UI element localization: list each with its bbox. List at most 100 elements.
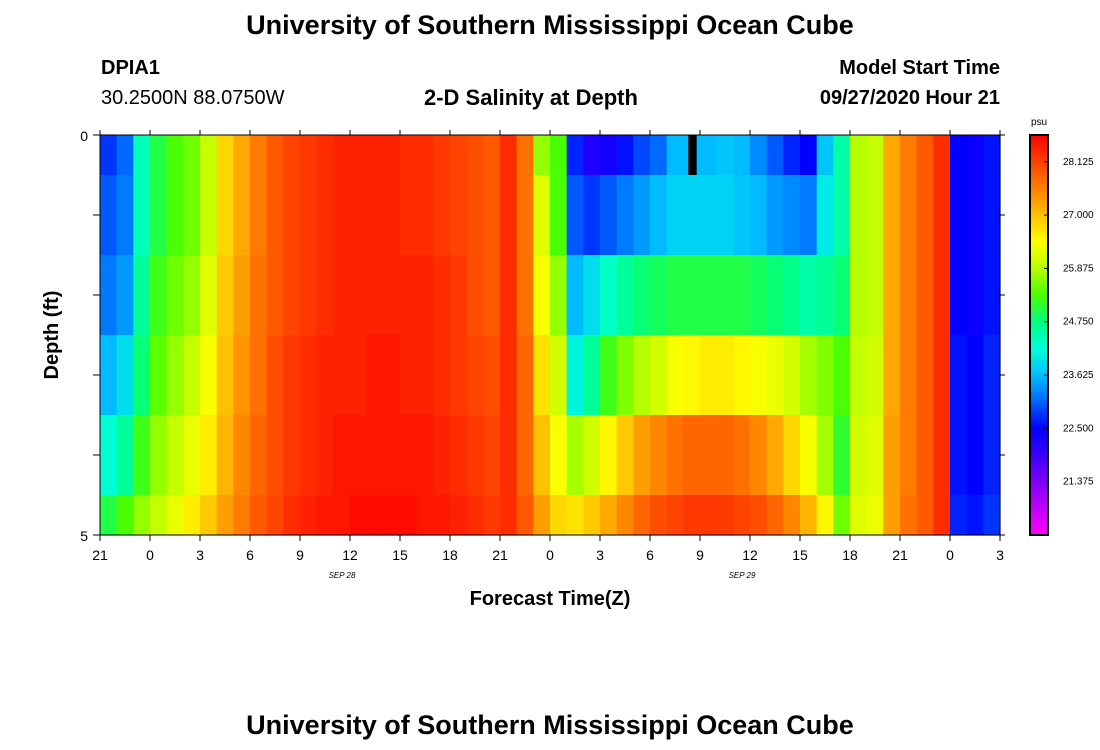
heatmap-cell — [316, 495, 334, 536]
heatmap-cell — [183, 495, 201, 536]
x-tick-label: 21 — [892, 547, 908, 563]
heatmap-cell — [116, 495, 134, 536]
heatmap-cell — [550, 335, 568, 416]
heatmap-cell — [616, 175, 634, 256]
x-tick-label: 15 — [792, 547, 808, 563]
heatmap-cell — [700, 135, 718, 176]
heatmap-cell — [783, 255, 801, 336]
heatmap-cell — [183, 415, 201, 496]
heatmap-cell — [800, 135, 818, 176]
heatmap-cell — [150, 135, 168, 176]
heatmap-cell — [266, 255, 284, 336]
heatmap-cell — [666, 175, 684, 256]
x-tick-label: 15 — [392, 547, 408, 563]
colorbar-tick-label: 25.875 — [1063, 263, 1094, 274]
heatmap-cell — [300, 415, 318, 496]
heatmap-cell — [866, 415, 884, 496]
heatmap-cell — [500, 335, 518, 416]
heatmap-cell — [716, 495, 734, 536]
x-tick-label: 18 — [842, 547, 858, 563]
colorbar-tick-label: 24.750 — [1063, 317, 1094, 328]
heatmap-cell — [333, 415, 351, 496]
heatmap-cell — [650, 135, 668, 176]
heatmap-cell — [466, 495, 484, 536]
heatmap-cell — [900, 335, 918, 416]
heatmap-cell — [883, 135, 901, 176]
heatmap-cell — [933, 415, 951, 496]
heatmap-cell — [466, 135, 484, 176]
heatmap-cell — [533, 135, 551, 176]
heatmap-cell — [433, 495, 451, 536]
heatmap-cell — [850, 255, 868, 336]
heatmap-cell — [516, 175, 534, 256]
heatmap-cell — [416, 335, 434, 416]
heatmap-cell — [233, 415, 251, 496]
heatmap-cell — [933, 135, 951, 176]
heatmap-cell — [483, 255, 501, 336]
heatmap-cell — [366, 415, 384, 496]
heatmap-cell — [500, 175, 518, 256]
heatmap-cell — [583, 255, 601, 336]
heatmap-cell — [783, 175, 801, 256]
heatmap-cells — [100, 135, 1001, 536]
heatmap-cell — [883, 175, 901, 256]
heatmap-cell — [233, 175, 251, 256]
heatmap-cell — [533, 255, 551, 336]
heatmap-cell — [400, 255, 418, 336]
heatmap-cell — [200, 255, 218, 336]
heatmap-cell — [633, 135, 651, 176]
heatmap-cell — [100, 495, 118, 536]
heatmap-cell — [183, 335, 201, 416]
heatmap-cell — [266, 135, 284, 176]
heatmap-cell — [783, 415, 801, 496]
heatmap-cell — [433, 135, 451, 176]
heatmap-cell — [300, 175, 318, 256]
heatmap-cell — [200, 335, 218, 416]
heatmap-cell — [450, 415, 468, 496]
heatmap-cell — [316, 415, 334, 496]
heatmap-cell — [666, 135, 684, 176]
heatmap-cell — [150, 255, 168, 336]
heatmap-cell — [400, 175, 418, 256]
heatmap-cell — [400, 495, 418, 536]
heatmap-cell — [833, 255, 851, 336]
heatmap-cell — [633, 255, 651, 336]
heatmap-cell — [483, 175, 501, 256]
heatmap-cell — [883, 495, 901, 536]
heatmap-cell — [316, 175, 334, 256]
heatmap-cell — [100, 335, 118, 416]
heatmap-cell — [733, 175, 751, 256]
heatmap-cell — [316, 335, 334, 416]
heatmap-cell — [900, 255, 918, 336]
heatmap-cell — [166, 495, 184, 536]
heatmap-cell — [766, 335, 784, 416]
heatmap-cell — [166, 415, 184, 496]
heatmap-cell — [166, 175, 184, 256]
heatmap-cell — [266, 175, 284, 256]
heatmap-cell — [850, 135, 868, 176]
heatmap-cell — [516, 255, 534, 336]
heatmap-cell — [150, 175, 168, 256]
heatmap-cell — [466, 415, 484, 496]
heatmap-cell — [216, 415, 234, 496]
heatmap-cell — [900, 135, 918, 176]
heatmap-cell — [116, 255, 134, 336]
heatmap-cell — [766, 495, 784, 536]
heatmap-cell — [566, 255, 584, 336]
date-label: SEP 29 — [729, 571, 756, 580]
heatmap-axes: 21 0 3 6 9 12 15 18 21 0 3 6 9 12 15 18 21 0 3 SEP 28 SEP 29… — [41, 128, 1005, 610]
heatmap-cell — [633, 175, 651, 256]
heatmap-cell — [550, 495, 568, 536]
heatmap-cell — [666, 495, 684, 536]
heatmap-cell — [416, 135, 434, 176]
heatmap-cell — [833, 415, 851, 496]
heatmap-cell — [683, 495, 701, 536]
heatmap-cell — [966, 495, 984, 536]
heatmap-cell — [700, 495, 718, 536]
heatmap-cell — [483, 335, 501, 416]
heatmap-cell — [100, 415, 118, 496]
heatmap-cell — [800, 255, 818, 336]
heatmap-cell — [733, 255, 751, 336]
heatmap-cell — [566, 495, 584, 536]
heatmap-cell — [500, 415, 518, 496]
